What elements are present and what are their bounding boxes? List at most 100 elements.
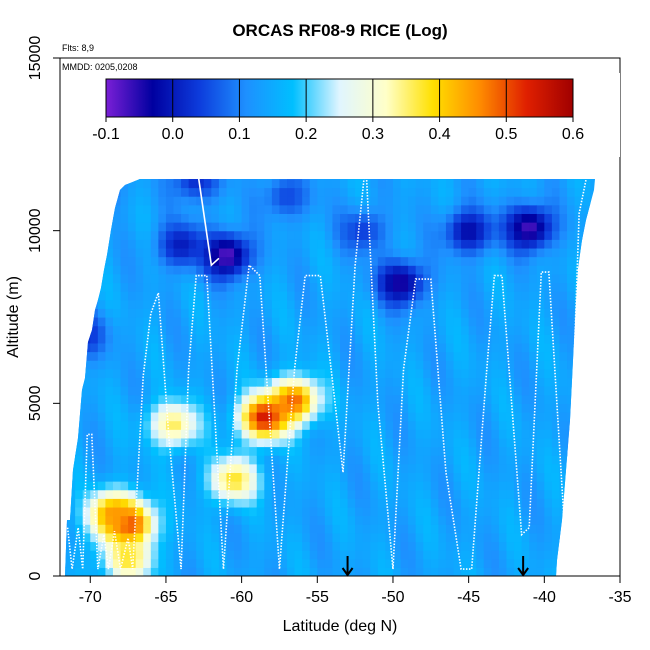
- heatmap-cell: [498, 187, 508, 197]
- heatmap-cell: [332, 265, 341, 275]
- heatmap-cell: [143, 247, 152, 258]
- heatmap-cell: [529, 368, 538, 379]
- heatmap-cell: [332, 420, 341, 430]
- heatmap-cell: [271, 247, 281, 258]
- heatmap-cell: [181, 179, 190, 180]
- heatmap-cell: [491, 239, 500, 249]
- heatmap-cell: [385, 524, 394, 534]
- heatmap-cell: [574, 179, 583, 180]
- heatmap-cell: [196, 524, 205, 534]
- heatmap-cell: [423, 334, 432, 344]
- heatmap-cell: [181, 481, 190, 491]
- heatmap-cell: [385, 420, 394, 430]
- heatmap-cell: [392, 550, 402, 560]
- heatmap-cell: [256, 368, 265, 379]
- heatmap-cell: [317, 179, 326, 189]
- heatmap-cell: [294, 446, 303, 456]
- heatmap-cell: [173, 394, 182, 404]
- heatmap-cell: [377, 179, 387, 180]
- heatmap-cell: [135, 196, 144, 206]
- heatmap-cell: [567, 317, 576, 327]
- heatmap-cell: [294, 472, 303, 482]
- heatmap-cell: [302, 273, 311, 284]
- heatmap-cell: [408, 386, 417, 396]
- heatmap-cell: [279, 515, 288, 525]
- heatmap-cell: [309, 463, 318, 473]
- heatmap-cell: [203, 489, 212, 499]
- heatmap-cell: [150, 532, 159, 543]
- heatmap-cell: [203, 455, 212, 465]
- heatmap-cell: [150, 377, 159, 387]
- heatmap-cell: [423, 377, 432, 387]
- heatmap-cell: [423, 222, 432, 232]
- heatmap-cell: [143, 187, 152, 197]
- heatmap-cell: [514, 213, 523, 223]
- heatmap-cell: [256, 541, 265, 551]
- heatmap-cell: [415, 179, 424, 189]
- heatmap-cell: [400, 239, 409, 249]
- heatmap-cell: [181, 282, 190, 292]
- heatmap-cell: [332, 222, 341, 232]
- heatmap-cell: [468, 230, 477, 240]
- heatmap-cell: [415, 351, 424, 361]
- heatmap-cell: [150, 403, 159, 413]
- heatmap-cell: [143, 351, 152, 361]
- heatmap-cell: [181, 498, 190, 508]
- heatmap-cell: [158, 532, 167, 543]
- heatmap-cell: [377, 282, 387, 292]
- heatmap-cell: [120, 204, 129, 214]
- heatmap-cell: [302, 403, 311, 413]
- heatmap-cell: [453, 179, 462, 180]
- heatmap-cell: [143, 230, 152, 240]
- heatmap-cell: [211, 429, 220, 439]
- heatmap-cell: [544, 230, 553, 240]
- heatmap-cell: [196, 541, 205, 551]
- heatmap-cell: [294, 429, 303, 439]
- heatmap-cell: [317, 541, 326, 551]
- heatmap-cell: [461, 532, 470, 543]
- heatmap-cell: [234, 291, 243, 301]
- heatmap-cell: [347, 472, 356, 482]
- heatmap-cell: [226, 515, 235, 525]
- heatmap-cell: [128, 334, 137, 344]
- heatmap-cell: [332, 187, 341, 197]
- heatmap-cell: [340, 308, 349, 318]
- heatmap-cell: [400, 386, 409, 396]
- heatmap-cell: [97, 498, 107, 508]
- heatmap-cell: [430, 437, 439, 448]
- heatmap-cell: [196, 265, 205, 275]
- heatmap-cell: [362, 386, 371, 396]
- heatmap-cell: [279, 325, 288, 335]
- heatmap-cell: [423, 179, 432, 180]
- heatmap-cell: [544, 256, 553, 266]
- heatmap-cell: [287, 360, 296, 370]
- heatmap-cell: [521, 550, 530, 560]
- heatmap-cell: [196, 567, 205, 576]
- heatmap-cell: [158, 489, 167, 499]
- heatmap-cell: [128, 567, 137, 576]
- heatmap-cell: [567, 377, 576, 387]
- heatmap-cell: [150, 386, 159, 396]
- heatmap-cell: [196, 446, 205, 456]
- heatmap-cell: [551, 420, 561, 430]
- heatmap-cell: [241, 506, 250, 517]
- heatmap-cell: [150, 317, 159, 327]
- heatmap-cell: [340, 472, 349, 482]
- heatmap-cell: [165, 273, 175, 284]
- heatmap-cell: [302, 472, 311, 482]
- heatmap-cell: [529, 196, 538, 206]
- heatmap-cell: [249, 360, 258, 370]
- heatmap-cell: [529, 360, 538, 370]
- heatmap-cell: [294, 567, 303, 576]
- heatmap-cell: [302, 342, 311, 353]
- heatmap-cell: [340, 386, 349, 396]
- heatmap-cell: [400, 265, 409, 275]
- heatmap-cell: [536, 351, 545, 361]
- heatmap-cell: [218, 506, 228, 517]
- heatmap-cell: [317, 368, 326, 379]
- heatmap-cell: [483, 213, 492, 223]
- heatmap-cell: [377, 179, 387, 189]
- heatmap-cell: [271, 489, 281, 499]
- heatmap-cell: [453, 265, 462, 275]
- heatmap-cell: [143, 429, 152, 439]
